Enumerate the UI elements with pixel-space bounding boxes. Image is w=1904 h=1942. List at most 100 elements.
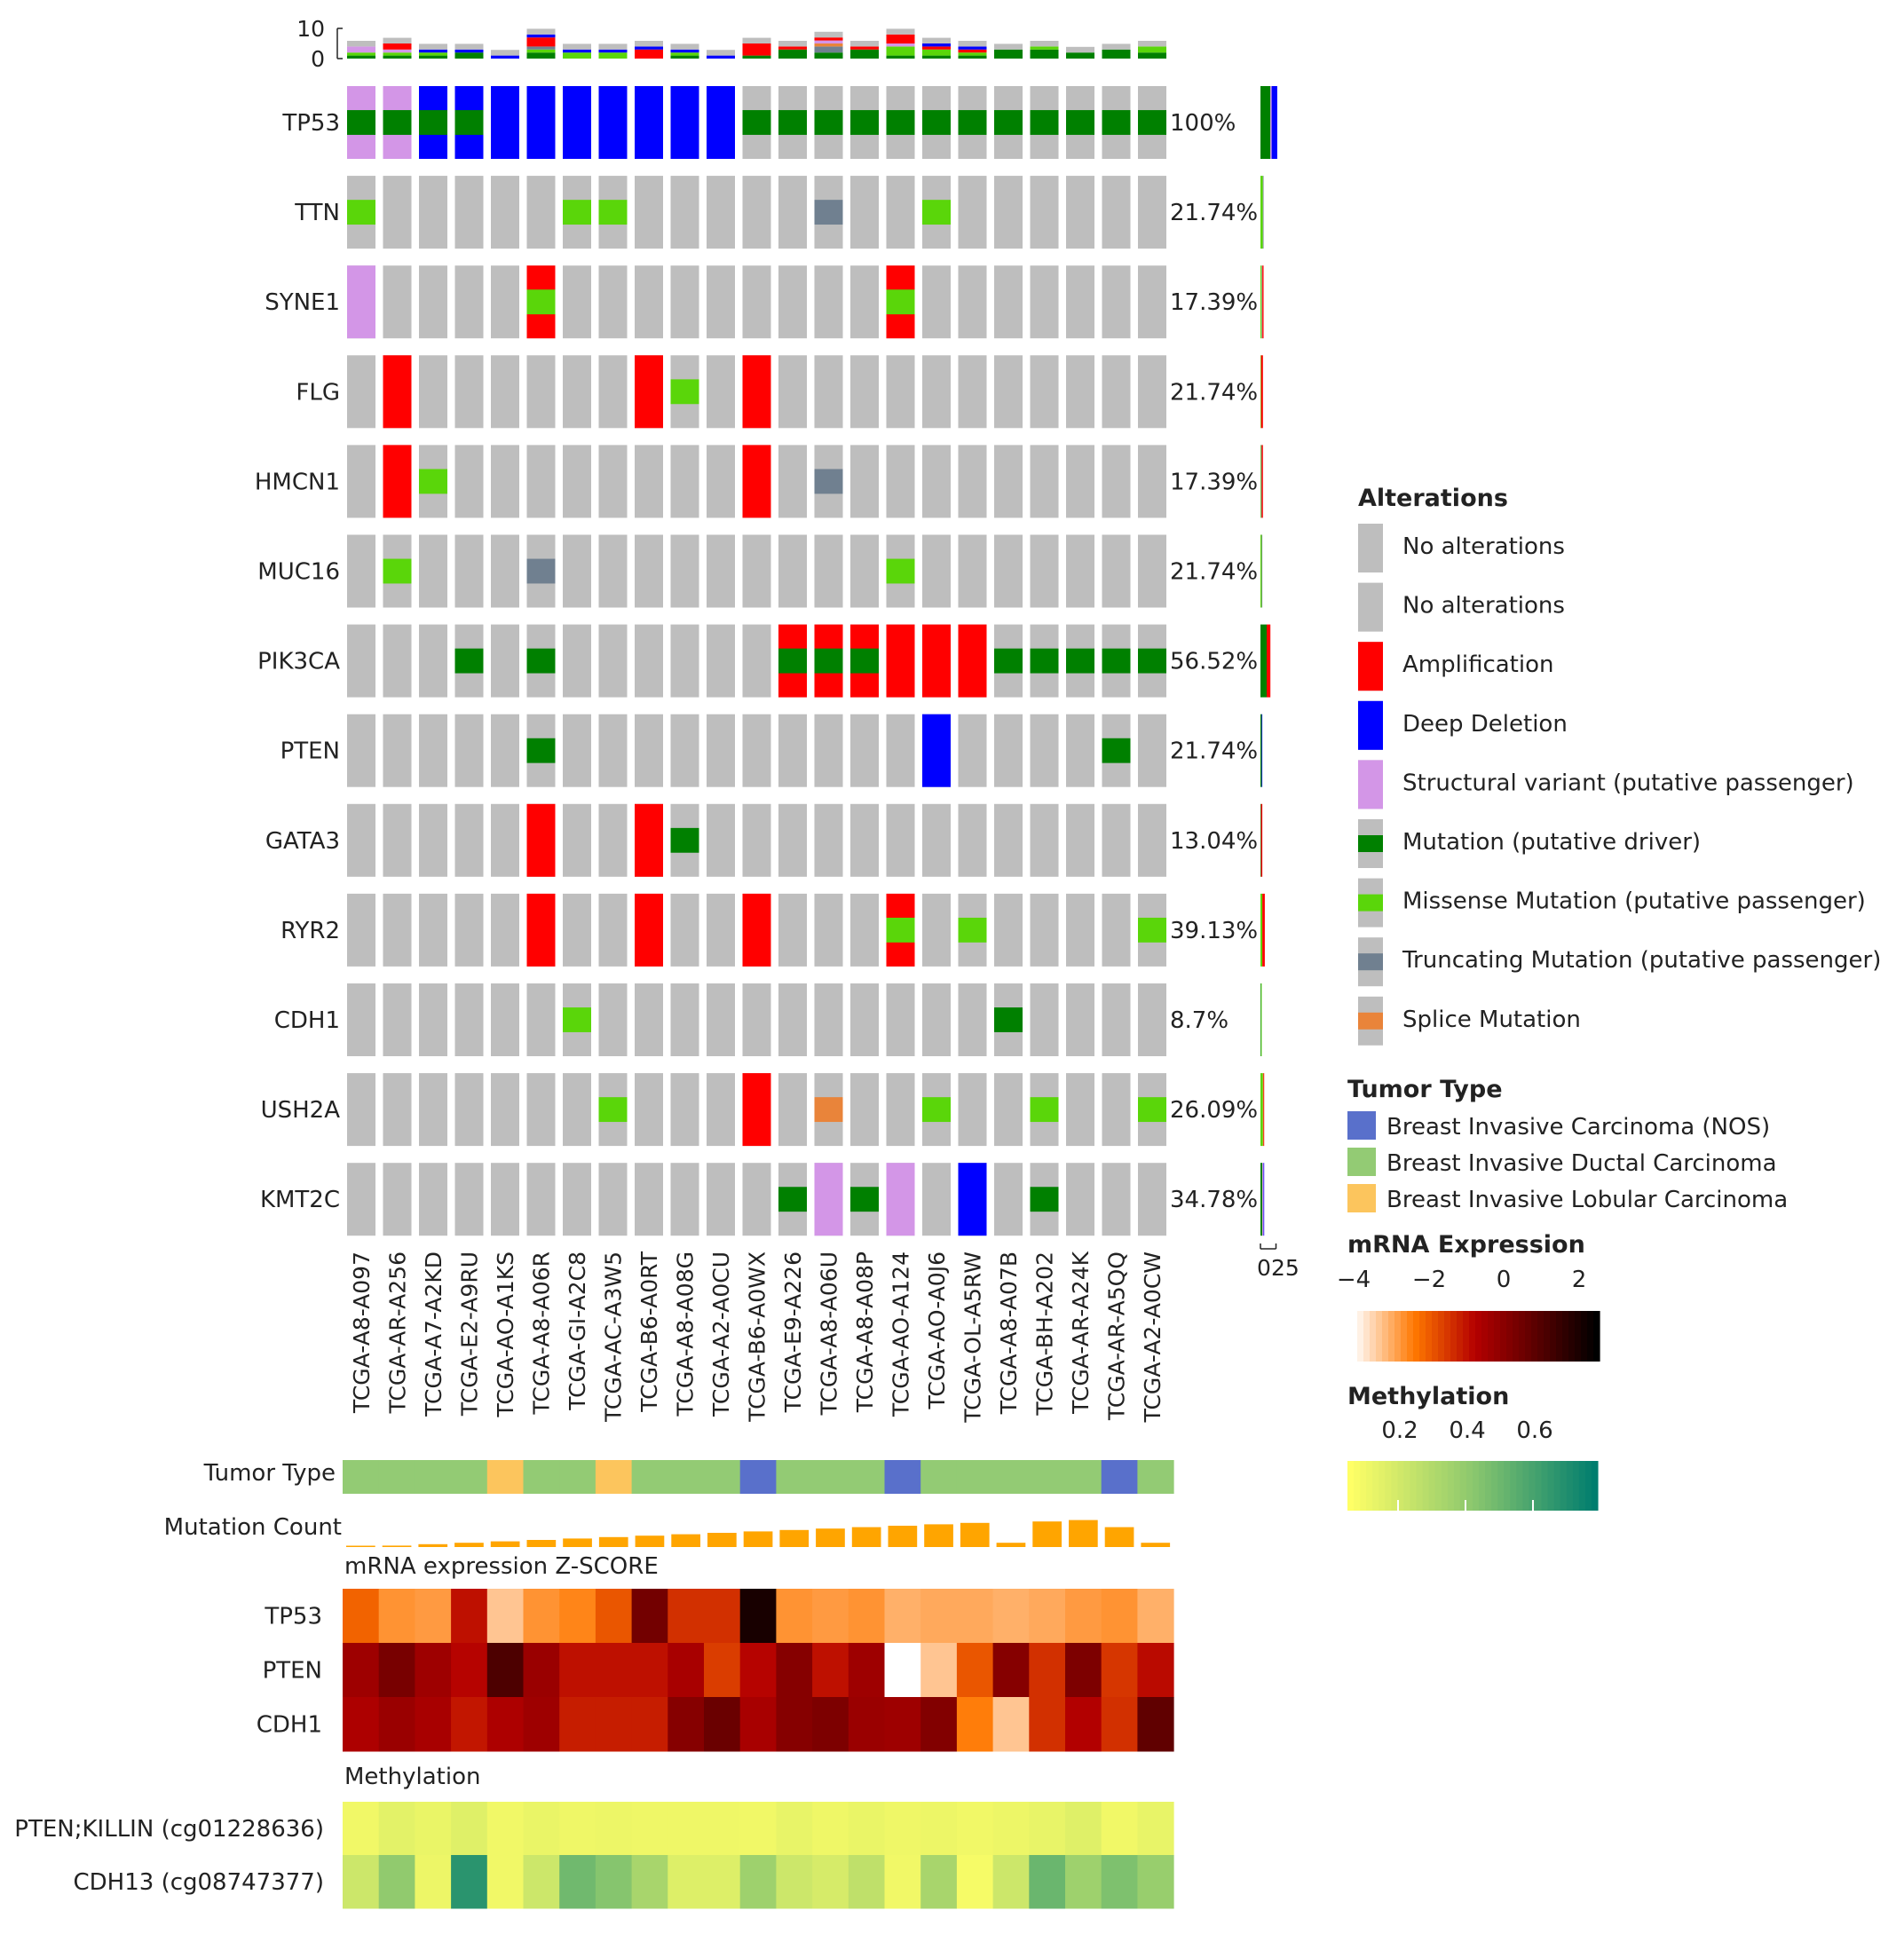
mrna-row-label: TP53 bbox=[264, 1604, 322, 1630]
oncoprint-cell bbox=[454, 803, 484, 877]
oncoprint-cell bbox=[886, 983, 915, 1056]
top-bar-segment bbox=[563, 43, 591, 50]
oncoprint-cell bbox=[958, 983, 987, 1056]
oncoprint-cell bbox=[347, 355, 375, 429]
methylation-heatmap-cell bbox=[668, 1802, 705, 1856]
oncoprint-cell bbox=[419, 983, 447, 1056]
cell-del bbox=[635, 86, 663, 159]
methylation-legend-tick: 0.4 bbox=[1449, 1417, 1485, 1444]
methylation-legend-gradient-step bbox=[1453, 1461, 1461, 1511]
sample-label: TCGA-B6-A0WX bbox=[745, 1251, 770, 1423]
oncoprint-cell bbox=[670, 1073, 699, 1147]
mrna-heatmap-cell bbox=[848, 1589, 885, 1644]
methylation-heatmap-cell bbox=[631, 1802, 668, 1856]
top-bar-segment bbox=[814, 46, 843, 53]
oncoprint-cell bbox=[526, 983, 556, 1056]
oncoprint-cell bbox=[347, 714, 375, 787]
cell-sv bbox=[347, 265, 375, 339]
top-bar-segment bbox=[814, 31, 843, 38]
legend-tumor-label: Breast Invasive Carcinoma (NOS) bbox=[1387, 1114, 1770, 1141]
oncoprint-cell bbox=[814, 983, 843, 1056]
oncoprint-cell bbox=[526, 1073, 556, 1147]
oncoprint-cell bbox=[778, 445, 807, 518]
oncoprint-cell bbox=[1138, 176, 1166, 249]
cell-drv bbox=[886, 110, 915, 135]
mutation-count-bar bbox=[671, 1534, 700, 1547]
mrna-legend-gradient-step bbox=[1394, 1311, 1402, 1362]
cell-drv bbox=[1102, 648, 1131, 674]
oncoprint-cell bbox=[1066, 1163, 1094, 1236]
gene-frequency: 17.39% bbox=[1170, 289, 1258, 316]
mrna-heatmap-cell bbox=[451, 1697, 488, 1752]
frequency-bar-segment bbox=[1260, 355, 1263, 429]
oncoprint-cell bbox=[850, 534, 879, 608]
cell-drv bbox=[778, 1187, 807, 1212]
mrna-heatmap-cell bbox=[486, 1643, 524, 1698]
gene-frequency: 17.39% bbox=[1170, 469, 1258, 495]
mrna-heatmap-cell bbox=[739, 1697, 777, 1752]
top-axis-label-0: 0 bbox=[311, 46, 325, 72]
oncoprint-cell bbox=[958, 803, 987, 877]
gene-label: CDH1 bbox=[274, 1007, 340, 1034]
mrna-legend-tick: 0 bbox=[1497, 1267, 1512, 1293]
top-bar-segment bbox=[814, 52, 843, 59]
mrna-legend-gradient-step bbox=[1481, 1311, 1489, 1362]
top-bar-segment bbox=[742, 43, 771, 56]
methylation-legend-gradient-step bbox=[1428, 1461, 1436, 1511]
methylation-legend-gradient-step bbox=[1385, 1461, 1392, 1511]
oncoprint-cell bbox=[670, 445, 699, 518]
cell-trunc bbox=[814, 469, 843, 494]
methylation-heatmap-cell bbox=[884, 1802, 921, 1856]
top-bar-segment bbox=[670, 43, 699, 50]
mrna-heatmap-cell bbox=[884, 1697, 921, 1752]
oncoprint-cell bbox=[1138, 803, 1166, 877]
mrna-heatmap-cell bbox=[739, 1589, 777, 1644]
mutation-count-bar bbox=[1032, 1521, 1062, 1547]
gene-frequency: 8.7% bbox=[1170, 1007, 1229, 1034]
methylation-legend-gradient-step bbox=[1459, 1461, 1467, 1511]
oncoprint-cell bbox=[778, 714, 807, 787]
oncoprint-cell bbox=[419, 714, 447, 787]
top-bar-segment bbox=[598, 43, 628, 50]
mrna-legend-gradient-step bbox=[1463, 1311, 1470, 1362]
top-bar-segment bbox=[1102, 49, 1131, 59]
methylation-heatmap-cell bbox=[1065, 1855, 1102, 1909]
oncoprint-cell bbox=[454, 893, 484, 967]
oncoprint-cell bbox=[491, 265, 519, 339]
oncoprint-cell bbox=[742, 176, 771, 249]
sample-label: TCGA-E2-A9RU bbox=[457, 1251, 483, 1417]
oncoprint-cell bbox=[922, 265, 951, 339]
oncoprint-cell bbox=[707, 803, 735, 877]
oncoprint-cell bbox=[419, 355, 447, 429]
mrna-legend-tick: 2 bbox=[1572, 1267, 1587, 1293]
cell-drv bbox=[778, 110, 807, 135]
oncoprint-cell bbox=[922, 445, 951, 518]
legend: Alterations No alterations No alterations A… bbox=[1337, 485, 1881, 1511]
cell-drv bbox=[1138, 648, 1166, 674]
methylation-heatmap-cell bbox=[523, 1802, 560, 1856]
oncoprint-cell bbox=[958, 445, 987, 518]
mrna-legend-gradient-step bbox=[1593, 1311, 1600, 1362]
top-bar-segment bbox=[491, 55, 519, 59]
cell-del bbox=[598, 86, 628, 159]
tumor-type-cell bbox=[739, 1460, 777, 1494]
top-bar-segment bbox=[1066, 46, 1094, 53]
cell-del bbox=[707, 86, 735, 159]
oncoprint-cell bbox=[850, 983, 879, 1056]
methylation-heatmap-cell bbox=[668, 1855, 705, 1909]
methylation-heatmap-cell bbox=[378, 1802, 415, 1856]
gene-frequency-bar-chart: 0 25 bbox=[1257, 86, 1300, 1281]
oncoprint-cell bbox=[886, 445, 915, 518]
oncoprint-cell bbox=[994, 534, 1023, 608]
top-bar-segment bbox=[1030, 49, 1059, 59]
tumor-type-cell bbox=[595, 1460, 633, 1494]
oncoprint-cell bbox=[526, 445, 556, 518]
sample-label: TCGA-OL-A5RW bbox=[960, 1251, 986, 1424]
mutation-count-track-label: Mutation Count bbox=[164, 1514, 342, 1541]
frequency-bar-segment bbox=[1260, 624, 1267, 698]
mrna-legend-gradient-step bbox=[1587, 1311, 1594, 1362]
mrna-heatmap-cell bbox=[848, 1697, 885, 1752]
oncoprint-cell bbox=[1066, 893, 1094, 967]
cell-amp bbox=[526, 803, 556, 877]
methylation-legend-gradient-step bbox=[1485, 1461, 1492, 1511]
